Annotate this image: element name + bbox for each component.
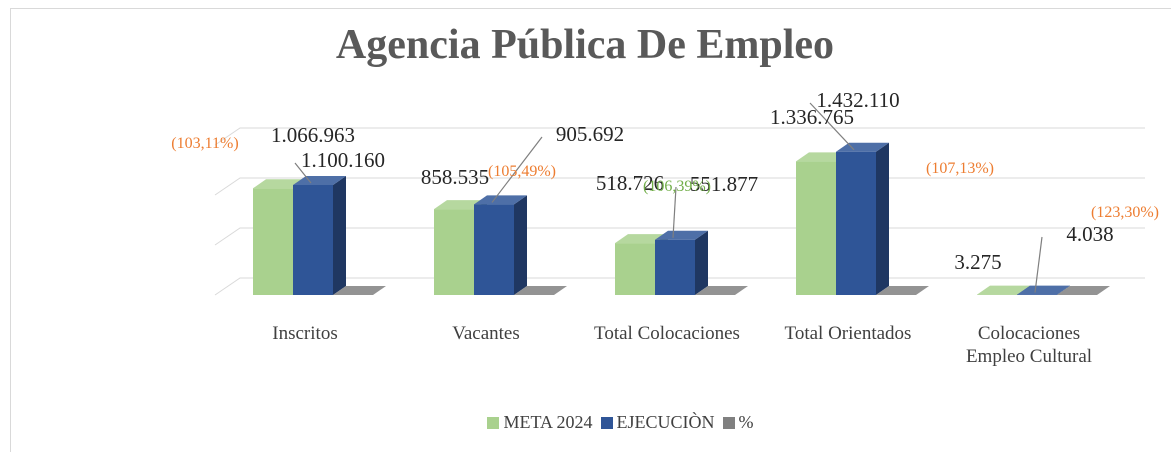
bar (293, 175, 346, 295)
bar-face (977, 285, 1030, 295)
bar-face (474, 204, 514, 295)
bar-face (373, 285, 386, 295)
legend-label: % (738, 412, 754, 432)
legend-item: EJECUCIÒN (600, 412, 715, 433)
bar-face (695, 230, 708, 295)
leader-line (672, 186, 677, 238)
legend-item: % (722, 412, 754, 433)
bar-face (876, 285, 929, 295)
data-label: 3.275 (954, 250, 1001, 274)
bar-face (333, 175, 346, 295)
data-label: (106,39%) (643, 178, 711, 195)
grid-line (214, 127, 1145, 146)
legend-swatch (600, 416, 613, 429)
bar (836, 142, 889, 295)
data-label: 1.432.110 (816, 88, 899, 112)
bar-face (293, 175, 346, 185)
bar-face (253, 188, 293, 295)
bar-face (735, 285, 748, 295)
bar (474, 195, 527, 295)
bar-face (916, 285, 929, 295)
leader-line (1034, 236, 1043, 293)
leader-line (491, 136, 543, 203)
bar (514, 285, 567, 295)
bar-face (514, 195, 527, 295)
bar-face (1097, 285, 1110, 295)
bar-face (655, 239, 695, 295)
data-label: 4.038 (1066, 222, 1113, 246)
bar-face (434, 209, 474, 295)
legend-label: EJECUCIÒN (616, 412, 715, 432)
bar (1057, 285, 1110, 295)
x-tick-label: Vacantes (452, 323, 520, 344)
legend-label: META 2024 (503, 412, 593, 432)
bar-face (333, 285, 386, 295)
bar-face (615, 243, 655, 295)
data-label: (105,49%) (488, 163, 556, 180)
x-tick-label: Inscritos (272, 323, 338, 344)
data-label: 551.877 (690, 172, 758, 196)
bar-face (796, 161, 836, 295)
bar-face (434, 200, 487, 210)
data-label: 858.535 (421, 165, 489, 189)
x-tick-label: Colocaciones Empleo Cultural (965, 323, 1093, 367)
data-label: 905.692 (556, 122, 624, 146)
bar (695, 285, 748, 295)
bar-face (253, 179, 306, 189)
bar-face (293, 184, 333, 295)
leader-line (809, 102, 855, 151)
chart-frame (10, 8, 1171, 452)
bar (333, 285, 386, 295)
legend: META 2024 EJECUCIÒN% (0, 412, 1171, 433)
bar-face (1017, 285, 1070, 295)
bar-face (695, 285, 748, 295)
leader-line (294, 162, 312, 184)
bar-face (1057, 285, 1070, 295)
legend-swatch (487, 416, 500, 429)
data-label: 1.066.963 (271, 123, 355, 147)
data-label: (107,13%) (926, 160, 994, 177)
bar (876, 285, 929, 295)
bar-face (836, 151, 876, 295)
bar-face (876, 142, 889, 295)
data-label: (103,11%) (171, 135, 238, 152)
x-tick-label: Total Orientados (784, 323, 912, 344)
bar-face (796, 152, 849, 162)
data-label: (123,30%) (1091, 204, 1159, 221)
chart-title: Agencia Pública De Empleo (336, 22, 834, 68)
bar (1017, 285, 1070, 295)
x-tick-label: Total Colocaciones (594, 323, 740, 344)
legend-swatch (722, 416, 735, 429)
bar-face (1057, 285, 1110, 295)
bar-face (474, 195, 527, 205)
data-label: 1.336.765 (770, 105, 854, 129)
data-label: 518.726 (596, 171, 664, 195)
bar-face (554, 285, 567, 295)
bar (655, 230, 708, 295)
bar-face (615, 234, 668, 244)
bar-face (514, 285, 567, 295)
data-label: 1.100.160 (301, 148, 385, 172)
bar-face (655, 230, 708, 240)
legend-item: META 2024 (487, 412, 593, 433)
